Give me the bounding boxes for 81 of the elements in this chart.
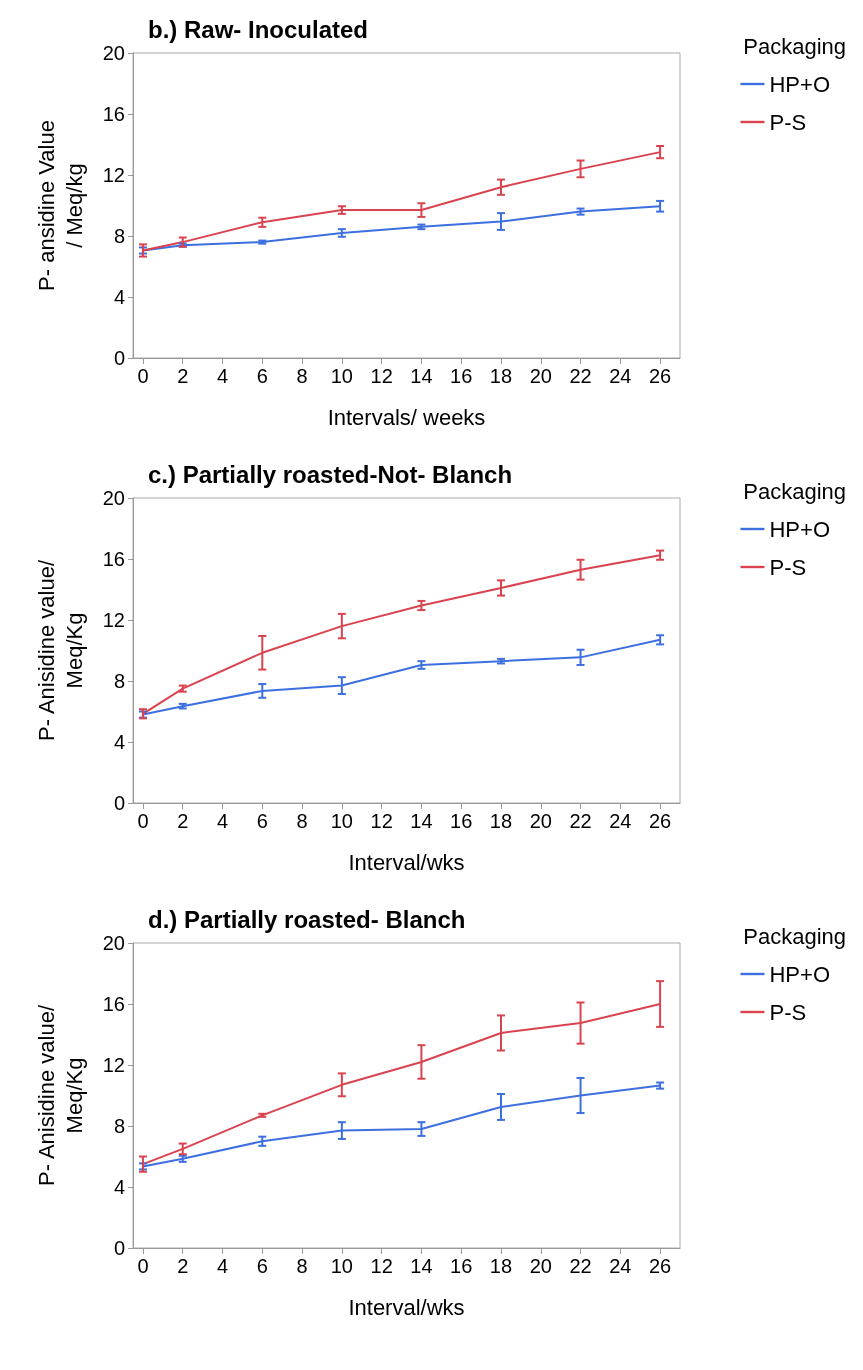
x-tick-label: 26 bbox=[648, 365, 672, 387]
x-tick-label: 22 bbox=[569, 810, 592, 832]
y-tick-label: 20 bbox=[102, 487, 125, 509]
x-tick-label: 16 bbox=[450, 1255, 473, 1277]
legend-label: HP+O bbox=[769, 71, 831, 97]
y-tick-label: 12 bbox=[102, 164, 125, 186]
x-tick-label: 18 bbox=[489, 365, 513, 387]
x-tick-label: 6 bbox=[256, 1255, 268, 1277]
x-tick-label: 4 bbox=[216, 1255, 229, 1277]
y-tick-label: 12 bbox=[102, 609, 125, 631]
x-tick-label: 18 bbox=[489, 1255, 513, 1277]
legend-label: P-S bbox=[769, 999, 807, 1025]
x-tick-label: 10 bbox=[330, 810, 353, 832]
y-tick-label: 20 bbox=[102, 932, 125, 954]
x-tick-label: 16 bbox=[450, 810, 473, 832]
x-tick-label: 24 bbox=[609, 365, 632, 387]
x-tick-label: 22 bbox=[569, 1255, 592, 1277]
legend-title: Packaging bbox=[743, 33, 847, 59]
x-tick-label: 20 bbox=[529, 810, 552, 832]
x-tick-label: 12 bbox=[370, 810, 393, 832]
legend-title: Packaging bbox=[743, 923, 847, 949]
x-tick-label: 4 bbox=[216, 810, 229, 832]
x-tick-label: 16 bbox=[450, 365, 473, 387]
x-tick-label: 2 bbox=[177, 1255, 189, 1277]
x-tick-label: 0 bbox=[137, 810, 149, 832]
line-series bbox=[141, 554, 662, 715]
x-tick-label: 18 bbox=[489, 810, 513, 832]
y-tick-label: 0 bbox=[113, 792, 125, 814]
y-tick-label: 16 bbox=[102, 993, 125, 1015]
y-tick-label: 20 bbox=[102, 42, 125, 64]
x-tick-label: 14 bbox=[410, 1255, 433, 1277]
legend-label: HP+O bbox=[769, 516, 831, 542]
y-tick-label: 4 bbox=[113, 731, 125, 753]
y-tick-label: 16 bbox=[102, 548, 125, 570]
x-tick-label: 14 bbox=[410, 365, 433, 387]
legend-title: Packaging bbox=[743, 478, 847, 504]
y-axis-title: P- Anisidine value/ Meq/Kg bbox=[33, 559, 87, 741]
x-tick-label: 10 bbox=[330, 365, 353, 387]
x-tick-label: 26 bbox=[648, 810, 672, 832]
y-axis-title: P- ansidine Value / Meq/kg bbox=[33, 120, 87, 291]
y-tick-label: 0 bbox=[113, 347, 125, 369]
x-axis-title: Interval/wks bbox=[348, 849, 465, 875]
y-tick-label: 8 bbox=[113, 670, 125, 692]
y-tick-label: 4 bbox=[113, 1176, 125, 1198]
x-tick-label: 6 bbox=[256, 365, 268, 387]
x-tick-label: 0 bbox=[137, 1255, 149, 1277]
x-tick-label: 20 bbox=[529, 365, 552, 387]
line-series bbox=[141, 151, 662, 252]
x-tick-label: 22 bbox=[569, 365, 592, 387]
x-tick-label: 14 bbox=[410, 810, 433, 832]
x-tick-label: 8 bbox=[296, 365, 308, 387]
chart-title: d.) Partially roasted- Blanch bbox=[148, 905, 466, 933]
x-tick-label: 4 bbox=[216, 365, 229, 387]
y-tick-label: 12 bbox=[102, 1054, 125, 1076]
x-tick-label: 8 bbox=[296, 1255, 308, 1277]
x-tick-label: 12 bbox=[370, 365, 393, 387]
chart-title: c.) Partially roasted-Not- Blanch bbox=[148, 460, 513, 488]
x-tick-label: 8 bbox=[296, 810, 308, 832]
x-tick-label: 24 bbox=[609, 1255, 632, 1277]
x-tick-label: 10 bbox=[330, 1255, 353, 1277]
x-tick-label: 6 bbox=[256, 810, 268, 832]
x-tick-label: 2 bbox=[177, 810, 189, 832]
x-tick-label: 26 bbox=[648, 1255, 672, 1277]
x-axis-title: Interval/wks bbox=[348, 1294, 465, 1320]
x-tick-label: 20 bbox=[529, 1255, 552, 1277]
x-axis-title: Intervals/ weeks bbox=[327, 404, 486, 430]
y-tick-label: 4 bbox=[113, 286, 125, 308]
x-tick-label: 2 bbox=[177, 365, 189, 387]
x-tick-label: 0 bbox=[137, 365, 149, 387]
legend-label: P-S bbox=[769, 109, 807, 135]
y-axis-title: P- Anisidine value/ Meq/Kg bbox=[33, 1004, 87, 1186]
x-tick-label: 24 bbox=[609, 810, 632, 832]
x-tick-label: 12 bbox=[370, 1255, 393, 1277]
y-tick-label: 16 bbox=[102, 103, 125, 125]
y-tick-label: 0 bbox=[113, 1237, 125, 1259]
y-tick-label: 8 bbox=[113, 1115, 125, 1137]
legend-label: P-S bbox=[769, 554, 807, 580]
y-tick-label: 8 bbox=[113, 225, 125, 247]
legend-label: HP+O bbox=[769, 961, 831, 987]
chart-title: b.) Raw- Inoculated bbox=[148, 15, 369, 43]
line-series bbox=[141, 638, 662, 716]
